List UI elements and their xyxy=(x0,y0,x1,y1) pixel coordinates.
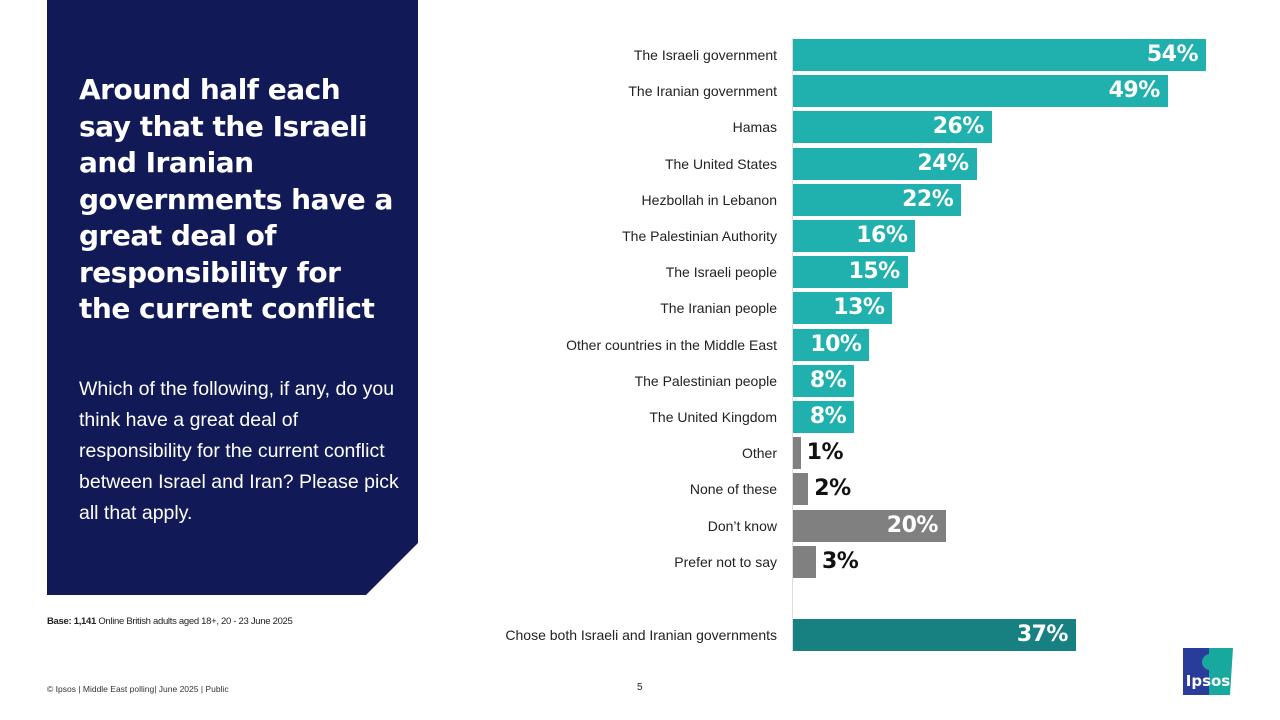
data-label: 49% xyxy=(1108,78,1161,104)
title-panel: Around half each say that the Israeli an… xyxy=(47,0,418,595)
category-label: The Israeli government xyxy=(633,47,777,63)
data-label: 26% xyxy=(932,114,985,140)
bar xyxy=(793,545,816,578)
ipsos-logo: Ipsos xyxy=(1183,648,1233,695)
category-label: Hamas xyxy=(732,119,777,136)
category-label: The Iranian government xyxy=(628,83,777,100)
bar xyxy=(793,619,1076,651)
data-label: 2% xyxy=(814,476,851,502)
svg-text:Ipsos: Ipsos xyxy=(1186,672,1231,690)
category-label: Hezbollah in Lebanon xyxy=(641,191,777,208)
bar xyxy=(793,437,801,470)
data-label: 3% xyxy=(821,548,859,574)
data-label: 24% xyxy=(917,150,969,176)
base-label: Base: 1,141 xyxy=(47,616,96,627)
bar xyxy=(793,256,908,289)
bar xyxy=(793,147,977,180)
data-label: 13% xyxy=(833,295,885,321)
data-label: 37% xyxy=(1016,622,1069,647)
category-label: Don’t know xyxy=(707,517,777,534)
footer: © Ipsos | Middle East polling| June 2025… xyxy=(47,684,229,694)
bar xyxy=(793,509,946,542)
category-label: The Palestinian Authority xyxy=(622,228,777,244)
base-note: Base: 1,141 Online British adults aged 1… xyxy=(47,616,293,627)
category-label: The Iranian people xyxy=(660,300,777,317)
axis-line xyxy=(792,38,793,652)
data-label: 54% xyxy=(1146,42,1199,67)
bar xyxy=(793,220,916,252)
data-label: 8% xyxy=(809,367,847,393)
bar xyxy=(793,401,855,433)
page-number: 5 xyxy=(637,682,643,693)
bar xyxy=(793,39,1206,71)
base-text: Online British adults aged 18+, 20 - 23 … xyxy=(96,616,293,627)
data-label: 1% xyxy=(806,440,844,466)
headline: Around half each say that the Israeli an… xyxy=(79,73,393,325)
data-label: 20% xyxy=(886,512,939,538)
data-label: 15% xyxy=(848,259,901,285)
question-text: Which of the following, if any, do you t… xyxy=(79,378,399,524)
bar xyxy=(793,473,809,506)
category-label: The United States xyxy=(664,155,777,172)
data-label: 22% xyxy=(902,186,954,212)
category-label: Other countries in the Middle East xyxy=(566,336,777,353)
data-label: 10% xyxy=(810,331,862,357)
data-label: 16% xyxy=(856,223,908,248)
category-label: Other xyxy=(741,445,777,462)
data-label: 8% xyxy=(809,404,847,429)
bar xyxy=(793,111,992,144)
category-label: Prefer not to say xyxy=(674,553,777,570)
bar xyxy=(793,292,893,325)
category-label: None of these xyxy=(689,481,777,498)
bar xyxy=(793,364,855,397)
category-label: Chose both Israeli and Iranian governmen… xyxy=(505,627,777,643)
bar xyxy=(793,183,962,216)
bar xyxy=(793,328,870,361)
category-label: The Israeli people xyxy=(665,264,777,281)
category-label: The Palestinian people xyxy=(634,372,777,389)
bar xyxy=(793,75,1168,108)
category-label: The United Kingdom xyxy=(649,409,777,425)
